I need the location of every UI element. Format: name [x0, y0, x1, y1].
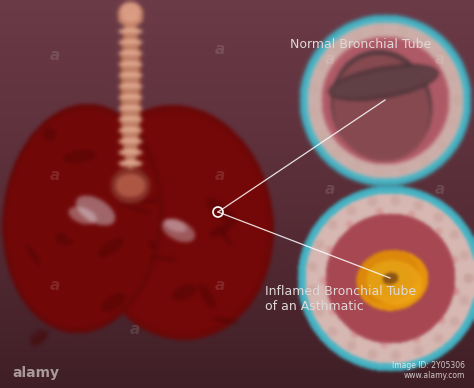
Text: alamy: alamy [12, 366, 59, 380]
Text: Image ID: 2Y05306
www.alamy.com: Image ID: 2Y05306 www.alamy.com [392, 360, 465, 380]
Text: a: a [325, 52, 335, 68]
Text: Inflamed Bronchial Tube
of an Asthmatic: Inflamed Bronchial Tube of an Asthmatic [265, 285, 416, 313]
Text: a: a [325, 182, 335, 197]
Text: a: a [50, 277, 60, 293]
Text: a: a [130, 322, 140, 338]
Text: a: a [435, 52, 445, 68]
Text: a: a [50, 168, 60, 182]
Text: a: a [215, 43, 225, 57]
Text: Normal Bronchial Tube: Normal Bronchial Tube [290, 38, 431, 51]
Text: a: a [215, 277, 225, 293]
Text: a: a [215, 168, 225, 182]
Text: a: a [435, 182, 445, 197]
Text: a: a [50, 47, 60, 62]
